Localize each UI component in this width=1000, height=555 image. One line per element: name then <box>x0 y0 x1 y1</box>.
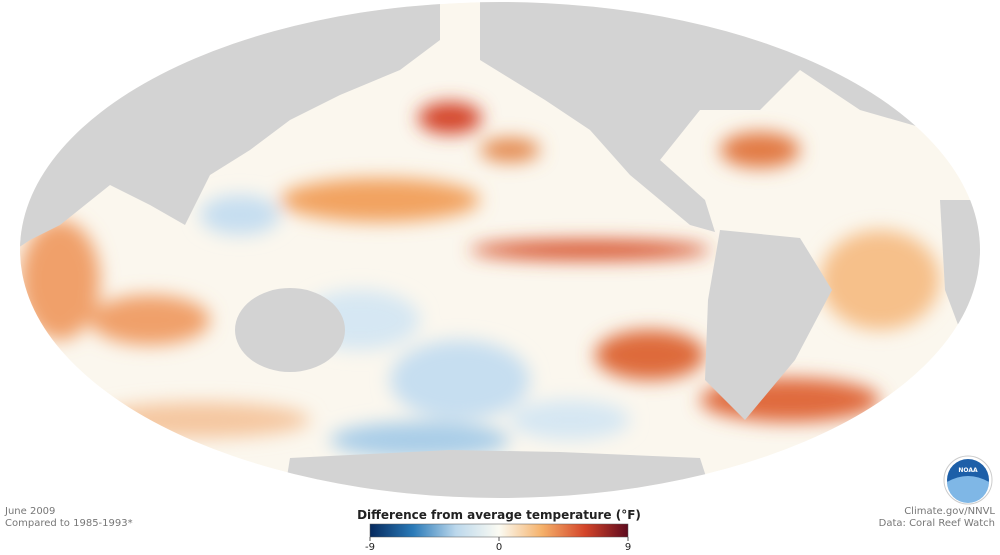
colorbar-tick-label: -9 <box>365 542 375 553</box>
baseline: Compared to 1985-1993* <box>5 518 133 529</box>
colorbar <box>369 523 629 538</box>
legend-title: Difference from average temperature (°F) <box>357 508 641 522</box>
date: June 2009 <box>4 506 55 517</box>
map <box>20 2 980 498</box>
source: Climate.gov/NNVL <box>904 506 995 517</box>
data-credit: Data: Coral Reef Watch <box>879 518 995 529</box>
noaa-logo: NOAA <box>943 455 993 505</box>
logo-text: NOAA <box>958 467 978 474</box>
colorbar-tick-label: 9 <box>625 542 631 553</box>
colorbar-tick-label: 0 <box>496 542 502 553</box>
